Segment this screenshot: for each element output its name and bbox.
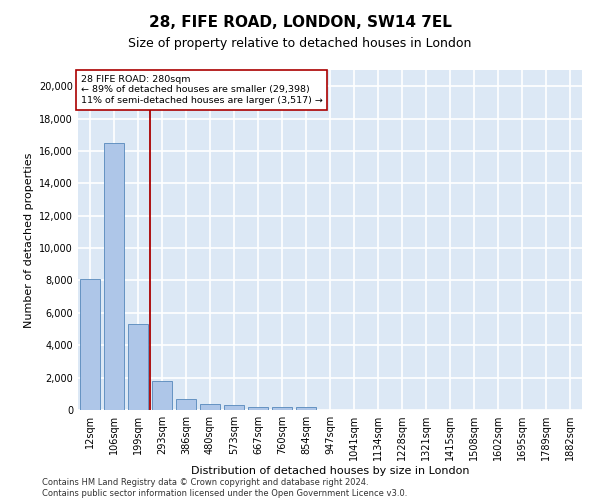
Bar (80, 279, 100, 410)
X-axis label: Distribution of detached houses by size in London: Distribution of detached houses by size … (191, 466, 469, 476)
Bar (272, 407, 292, 410)
Bar (224, 406, 244, 410)
Bar (152, 381, 172, 410)
Bar (104, 143, 124, 410)
Bar (248, 406, 268, 410)
Bar (176, 398, 196, 410)
Text: 28, FIFE ROAD, LONDON, SW14 7EL: 28, FIFE ROAD, LONDON, SW14 7EL (149, 15, 451, 30)
Y-axis label: Number of detached properties: Number of detached properties (24, 152, 34, 328)
Text: Contains HM Land Registry data © Crown copyright and database right 2024.
Contai: Contains HM Land Registry data © Crown c… (42, 478, 407, 498)
Text: 28 FIFE ROAD: 280sqm
← 89% of detached houses are smaller (29,398)
11% of semi-d: 28 FIFE ROAD: 280sqm ← 89% of detached h… (80, 75, 322, 105)
Text: Size of property relative to detached houses in London: Size of property relative to detached ho… (128, 38, 472, 51)
Bar (200, 404, 220, 410)
Bar (296, 407, 316, 410)
Bar (128, 324, 148, 410)
